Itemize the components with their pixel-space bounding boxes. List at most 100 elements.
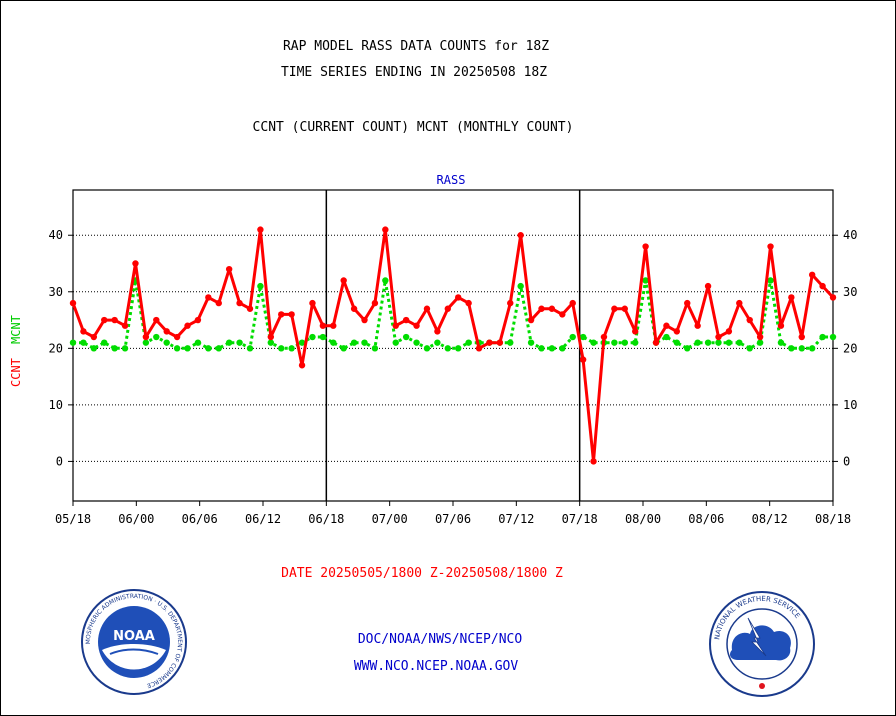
x-tick-label: 06/12: [245, 512, 281, 526]
data-point-mcnt: [559, 345, 566, 352]
data-point-mcnt: [257, 282, 264, 290]
data-point-ccnt: [434, 328, 441, 335]
data-point-ccnt: [465, 299, 472, 307]
data-point-ccnt: [611, 305, 618, 312]
website-link[interactable]: WWW.NCO.NCEP.NOAA.GOV: [353, 659, 519, 674]
data-point-mcnt: [808, 345, 816, 352]
data-point-ccnt: [423, 305, 431, 312]
data-point-mcnt: [382, 277, 389, 284]
y-tick-label-left: 10: [49, 398, 63, 412]
data-point-ccnt: [257, 226, 264, 233]
y-tick-label-right: 20: [843, 341, 857, 355]
data-point-ccnt: [684, 299, 691, 307]
y-tick-label-left: 30: [49, 285, 63, 299]
data-point-mcnt: [121, 345, 129, 352]
data-point-mcnt: [538, 345, 545, 352]
data-point-mcnt: [798, 345, 805, 352]
x-tick-label: 06/18: [308, 512, 344, 526]
data-point-mcnt: [507, 339, 514, 346]
data-point-ccnt: [663, 322, 670, 329]
data-point-mcnt: [434, 339, 441, 346]
date-range: DATE 20250505/1800 Z-20250508/1800 Z: [281, 566, 563, 581]
data-point-mcnt: [236, 339, 243, 346]
y-tick-label-left: 0: [56, 454, 63, 468]
data-point-mcnt: [350, 339, 358, 346]
data-point-mcnt: [548, 345, 556, 352]
data-point-ccnt: [496, 339, 504, 346]
x-tick-label: 08/18: [815, 512, 851, 526]
data-point-mcnt: [819, 333, 826, 341]
data-point-ccnt: [600, 333, 608, 341]
data-point-ccnt: [267, 333, 275, 341]
x-tick-label: 07/12: [498, 512, 534, 526]
data-point-ccnt: [631, 328, 639, 335]
data-point-ccnt: [225, 265, 233, 273]
data-point-ccnt: [402, 316, 410, 324]
data-point-mcnt: [663, 333, 670, 341]
data-point-mcnt: [465, 339, 472, 346]
data-point-ccnt: [507, 299, 514, 307]
data-point-mcnt: [684, 345, 691, 352]
data-point-ccnt: [142, 333, 150, 341]
data-point-ccnt: [579, 356, 587, 363]
data-point-mcnt: [756, 339, 764, 346]
data-point-mcnt: [413, 339, 420, 346]
data-point-ccnt: [517, 232, 524, 239]
data-point-mcnt: [455, 345, 462, 352]
data-point-mcnt: [621, 339, 628, 346]
data-point-mcnt: [402, 333, 410, 341]
data-point-ccnt: [361, 316, 368, 324]
data-point-mcnt: [267, 339, 275, 346]
data-point-mcnt: [194, 339, 202, 346]
data-point-ccnt: [298, 362, 306, 369]
data-point-ccnt: [121, 322, 129, 329]
data-point-mcnt: [173, 345, 181, 352]
nws-logo: NATIONAL WEATHER SERVICE: [709, 591, 815, 697]
data-point-ccnt: [538, 305, 545, 312]
data-point-mcnt: [309, 333, 316, 341]
data-point-ccnt: [153, 316, 160, 324]
data-point-mcnt: [579, 333, 587, 341]
y-axis-label-mcnt: MCNT: [9, 315, 23, 344]
data-point-mcnt: [246, 345, 254, 352]
data-point-ccnt: [382, 226, 389, 233]
data-point-ccnt: [704, 282, 712, 290]
data-point-ccnt: [694, 322, 701, 329]
data-point-mcnt: [371, 345, 379, 352]
data-point-ccnt: [288, 311, 295, 318]
data-point-mcnt: [777, 339, 785, 346]
org-line: DOC/NOAA/NWS/NCEP/NCO: [357, 632, 523, 647]
x-tick-label: 06/06: [182, 512, 218, 526]
data-point-mcnt: [142, 339, 150, 346]
y-tick-label-left: 40: [49, 228, 63, 242]
series-mcnt: [69, 277, 837, 352]
x-tick-label: 07/00: [372, 512, 408, 526]
data-point-ccnt: [486, 339, 493, 346]
data-point-mcnt: [298, 339, 306, 346]
data-point-mcnt: [101, 339, 108, 346]
data-point-ccnt: [777, 322, 785, 329]
data-point-mcnt: [694, 339, 701, 346]
data-point-mcnt: [163, 339, 170, 346]
data-point-mcnt: [788, 345, 795, 352]
data-point-ccnt: [725, 328, 733, 335]
data-point-ccnt: [413, 322, 420, 329]
data-point-ccnt: [455, 294, 462, 301]
data-point-ccnt: [163, 328, 170, 335]
panel-title: RASS: [437, 173, 466, 187]
data-point-ccnt: [621, 305, 628, 312]
data-point-ccnt: [132, 260, 139, 267]
y-tick-label-right: 10: [843, 398, 857, 412]
data-point-ccnt: [319, 322, 327, 329]
y-tick-label-left: 20: [49, 341, 63, 355]
data-point-ccnt: [90, 333, 98, 341]
data-point-ccnt: [392, 322, 399, 329]
data-point-ccnt: [111, 316, 118, 324]
data-point-ccnt: [194, 316, 202, 324]
data-point-ccnt: [819, 282, 826, 290]
data-point-ccnt: [173, 333, 181, 341]
data-point-mcnt: [392, 339, 399, 346]
data-point-ccnt: [642, 243, 649, 250]
data-point-ccnt: [184, 322, 191, 329]
